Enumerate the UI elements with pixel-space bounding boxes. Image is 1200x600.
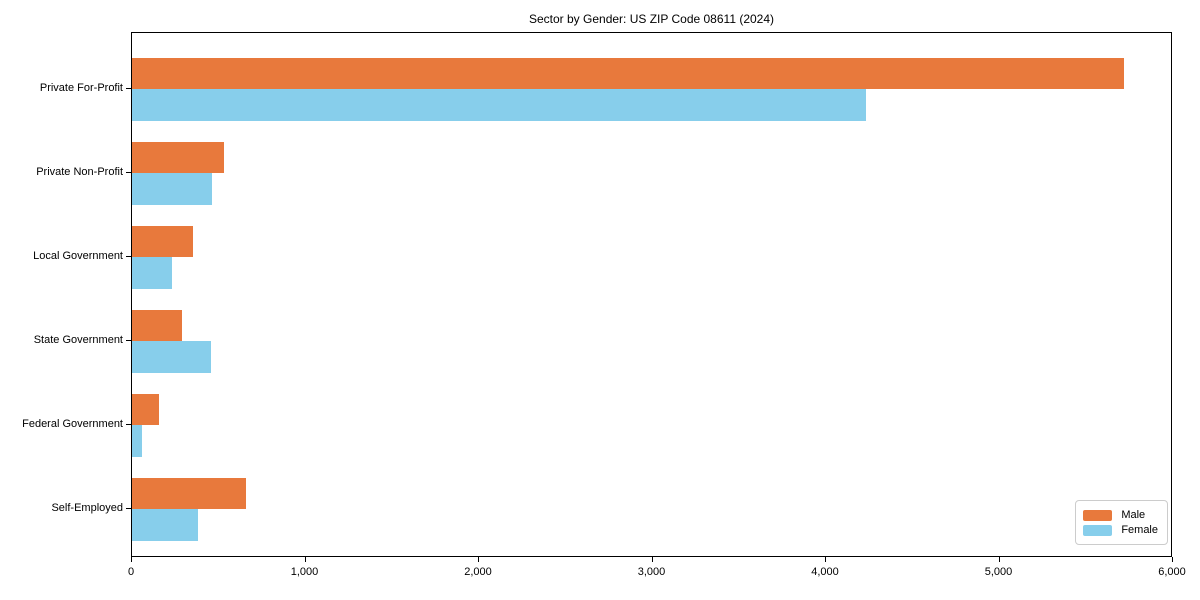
bar-female-private-non-profit: [132, 173, 212, 205]
x-tick-mark: [1172, 557, 1174, 562]
y-tick-mark: [126, 424, 131, 426]
x-tick-mark: [825, 557, 827, 562]
x-tick-label-4-000: 4,000: [811, 566, 839, 578]
bar-female-self-employed: [132, 509, 198, 541]
y-tick-mark: [126, 256, 131, 258]
x-tick-mark: [131, 557, 133, 562]
bar-female-federal-government: [132, 425, 142, 457]
legend-label-female: Female: [1121, 524, 1158, 536]
x-tick-label-2-000: 2,000: [464, 566, 492, 578]
y-tick-mark: [126, 172, 131, 174]
bar-female-private-for-profit: [132, 89, 867, 121]
bar-male-private-for-profit: [132, 57, 1125, 89]
x-tick-label-5-000: 5,000: [984, 566, 1013, 578]
y-tick-label-federal-government: Federal Government: [22, 418, 123, 430]
y-tick-mark: [126, 88, 131, 90]
bar-male-private-non-profit: [132, 141, 224, 173]
x-tick-label-1-000: 1,000: [290, 566, 319, 578]
x-tick-mark: [651, 557, 653, 562]
y-tick-mark: [126, 340, 131, 342]
y-tick-label-private-for-profit: Private For-Profit: [39, 82, 123, 94]
bar-male-federal-government: [132, 393, 159, 425]
chart-title: Sector by Gender: US ZIP Code 08611 (202…: [528, 12, 775, 26]
bar-male-state-government: [132, 309, 183, 341]
x-tick-label-6-000: 6,000: [1158, 566, 1186, 578]
bar-female-state-government: [132, 341, 211, 373]
x-tick-mark: [304, 557, 306, 562]
y-tick-label-local-government: Local Government: [33, 250, 123, 262]
x-tick-label-0: 0: [127, 566, 135, 578]
y-tick-label-self-employed: Self-Employed: [51, 502, 123, 514]
x-tick-label-3-000: 3,000: [637, 566, 666, 578]
legend-swatch-male: [1083, 509, 1113, 521]
legend-row-female: Female: [1083, 524, 1158, 536]
plot-area: Male Female: [131, 32, 1172, 557]
bar-female-local-government: [132, 257, 172, 289]
x-tick-mark: [998, 557, 1000, 562]
bar-male-local-government: [132, 225, 193, 257]
y-tick-label-private-non-profit: Private Non-Profit: [36, 166, 123, 178]
legend-row-male: Male: [1083, 509, 1158, 521]
x-tick-mark: [478, 557, 480, 562]
y-tick-label-state-government: State Government: [33, 334, 123, 346]
legend: Male Female: [1075, 500, 1168, 545]
legend-label-male: Male: [1121, 509, 1146, 521]
y-tick-mark: [126, 508, 131, 510]
bar-male-self-employed: [132, 477, 247, 509]
legend-swatch-female: [1083, 524, 1113, 536]
